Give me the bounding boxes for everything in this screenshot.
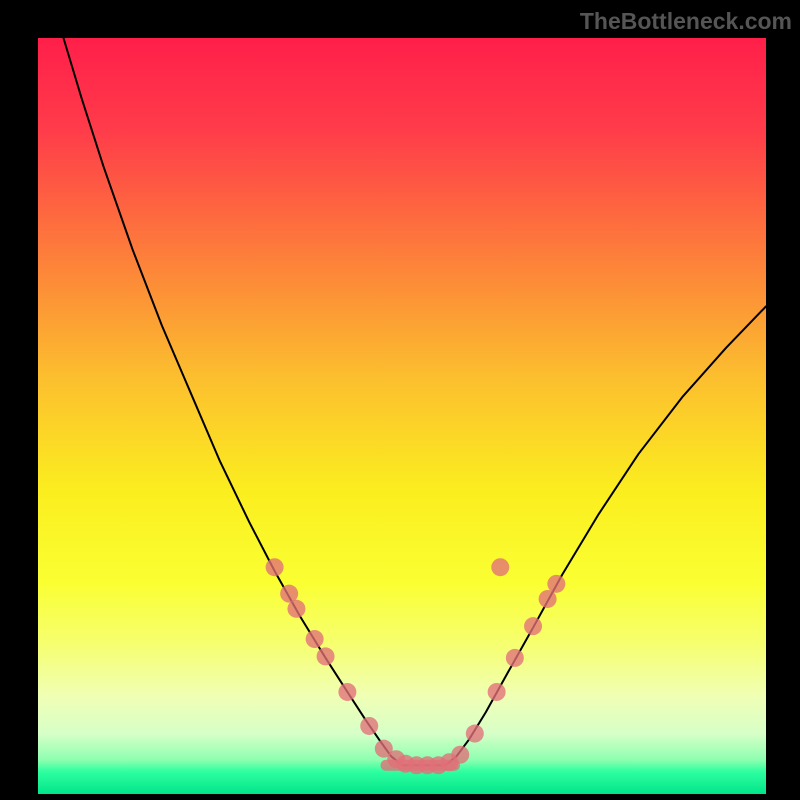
chart-svg [38, 38, 766, 794]
plot-area [38, 38, 766, 794]
marker-point [317, 647, 335, 665]
chart-container: TheBottleneck.com [0, 0, 800, 800]
gradient-background [38, 38, 766, 794]
marker-point [506, 649, 524, 667]
marker-point [338, 683, 356, 701]
marker-point [466, 725, 484, 743]
watermark-text: TheBottleneck.com [580, 8, 792, 35]
marker-point [360, 717, 378, 735]
marker-point [524, 617, 542, 635]
marker-point [488, 683, 506, 701]
marker-point [306, 630, 324, 648]
marker-point [287, 600, 305, 618]
marker-point [451, 746, 469, 764]
marker-point [539, 590, 557, 608]
marker-point [266, 558, 284, 576]
marker-point [547, 575, 565, 593]
marker-point [491, 558, 509, 576]
